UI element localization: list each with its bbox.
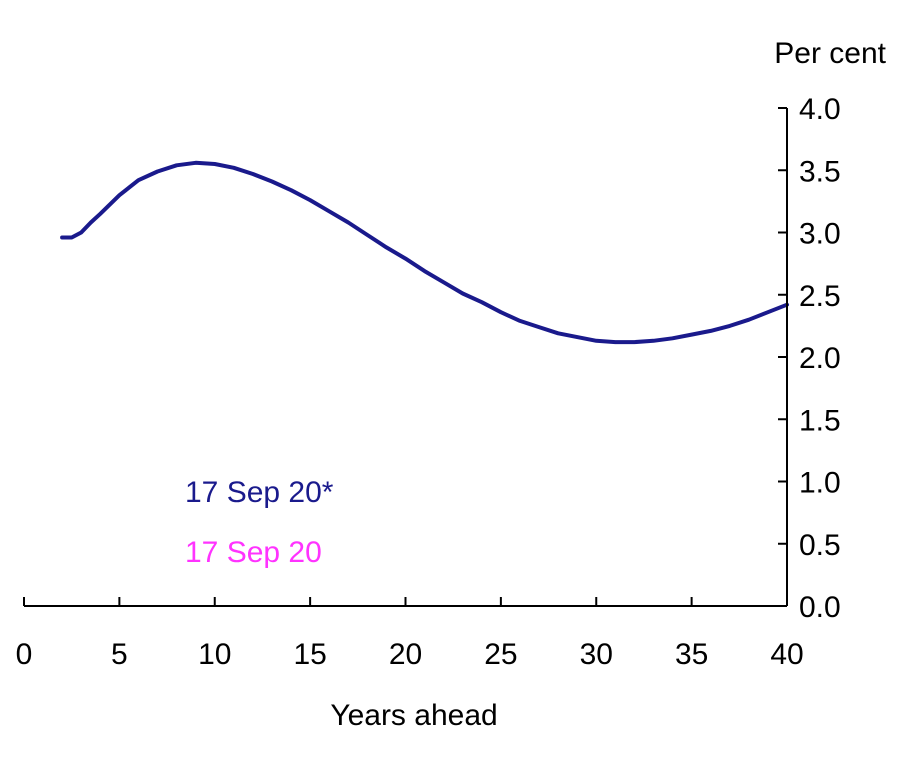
x-tick-label: 30 (580, 638, 613, 671)
y-axis-ticks: 0.0 0.5 1.0 1.5 2.0 2.5 3.0 3.5 4.0 (778, 93, 841, 624)
x-tick-label: 20 (389, 638, 422, 671)
y-tick-label: 2.5 (799, 280, 841, 313)
y-tick-label: 3.0 (799, 218, 841, 251)
series-line-1 (60, 160, 789, 345)
y-tick-label: 1.0 (799, 467, 841, 500)
x-tick-label: 10 (198, 638, 231, 671)
x-tick-label: 15 (293, 638, 326, 671)
x-tick-label: 35 (675, 638, 708, 671)
y-tick-label: 1.5 (799, 404, 841, 437)
legend-entry-2: 17 Sep 20 (185, 536, 322, 569)
plot-area (60, 160, 789, 345)
y-tick-label: 0.5 (799, 529, 841, 562)
x-tick-label: 25 (484, 638, 517, 671)
legend-entry-1: 17 Sep 20* (185, 476, 334, 509)
x-axis-label: Years ahead (330, 699, 497, 732)
x-axis-ticks: 0 5 10 15 20 25 30 35 40 (16, 597, 804, 671)
y-axis-label: Per cent (774, 37, 886, 70)
y-tick-label: 3.5 (799, 155, 841, 188)
x-tick-label: 5 (111, 638, 128, 671)
legend: 17 Sep 20* 17 Sep 20 (185, 476, 334, 569)
x-tick-label: 40 (770, 638, 803, 671)
x-tick-label: 0 (16, 638, 33, 671)
y-tick-label: 0.0 (799, 591, 841, 624)
y-tick-label: 2.0 (799, 342, 841, 375)
y-tick-label: 4.0 (799, 93, 841, 126)
